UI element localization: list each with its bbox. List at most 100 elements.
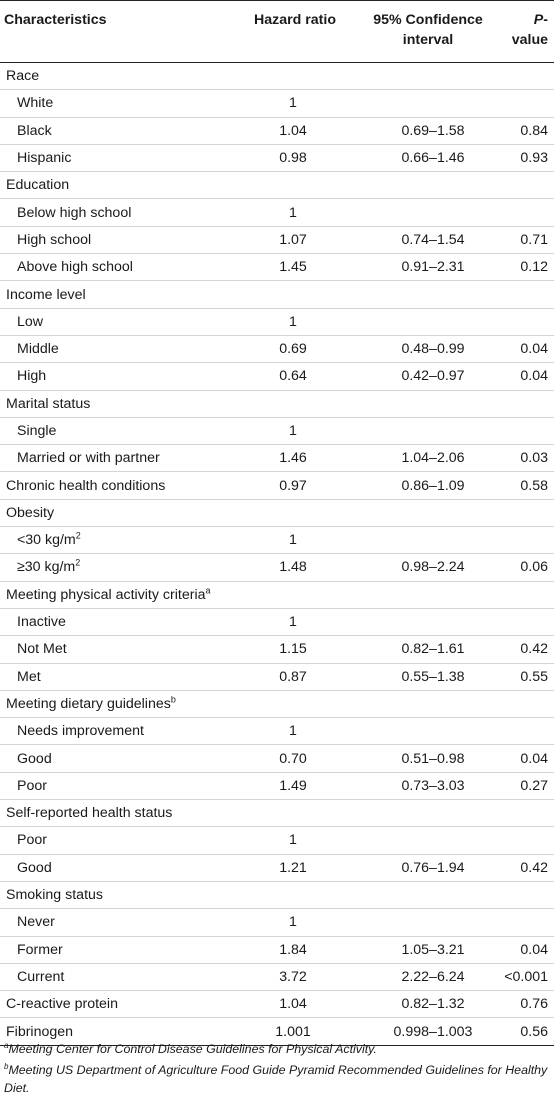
row-label: Married or with partner	[0, 445, 241, 472]
table-row: <30 kg/m2 1	[0, 527, 554, 554]
hazard-ratio-cell: 1.48	[279, 559, 307, 576]
p-value-cell: 0.58	[520, 477, 548, 494]
confidence-interval-cell: 0.51–0.98	[401, 750, 465, 767]
confidence-interval-cell: 0.82–1.32	[401, 996, 465, 1013]
table-row: Education	[0, 172, 554, 199]
confidence-interval-cell: 0.76–1.94	[401, 859, 465, 876]
row-label: Inactive	[0, 608, 241, 635]
table-row: Good 0.70 0.51–0.98 0.04	[0, 745, 554, 773]
table-row: High school 1.07 0.74–1.54 0.71	[0, 226, 554, 254]
confidence-interval-cell: 0.82–1.61	[401, 641, 465, 658]
row-label-text: Below high school	[17, 204, 132, 221]
p-value-cell	[497, 800, 554, 827]
row-label-text: Inactive	[17, 614, 66, 631]
table-row: High 0.64 0.42–0.97 0.04	[0, 363, 554, 391]
table-row: Middle 0.69 0.48–0.99 0.04	[0, 335, 554, 363]
row-label: Middle	[0, 335, 241, 362]
row-label: Marital status	[0, 390, 241, 417]
row-label-superscript: a	[205, 585, 211, 596]
row-label: Low	[0, 308, 241, 335]
hazard-ratio-cell: 1.21	[279, 859, 307, 876]
hazard-ratio-cell: 1	[289, 723, 297, 740]
hazard-ratio-cell: 1.84	[279, 941, 307, 958]
row-label-text: Obesity	[6, 504, 55, 521]
row-label-text: Good	[17, 859, 52, 876]
confidence-interval-cell: 1.04–2.06	[401, 450, 465, 467]
p-value-cell: 0.04	[520, 368, 548, 385]
row-label: Not Met	[0, 636, 241, 663]
table-row: Poor 1.49 0.73–3.03 0.27	[0, 772, 554, 800]
table-row: Obesity	[0, 499, 554, 527]
p-value-cell: 0.55	[520, 668, 548, 685]
row-label-text: Income level	[6, 286, 86, 303]
table-row: Needs improvement 1	[0, 718, 554, 745]
header-p-italic: P	[533, 12, 544, 28]
row-label: C-reactive protein	[0, 991, 241, 1018]
row-label-superscript: 2	[75, 530, 81, 541]
row-label-text: Poor	[17, 777, 47, 794]
p-value-cell: 0.06	[520, 559, 548, 576]
row-label-text: Meeting dietary guidelines	[6, 695, 171, 712]
p-value-cell	[497, 909, 554, 936]
row-label-superscript: b	[170, 694, 176, 705]
hazard-ratio-cell: 1	[289, 204, 297, 221]
confidence-interval-cell: 0.42–0.97	[401, 368, 465, 385]
confidence-interval-cell: 0.55–1.38	[401, 668, 465, 685]
p-value-cell	[497, 827, 554, 854]
header-characteristics: Characteristics	[4, 12, 107, 28]
row-label: Black	[0, 117, 241, 144]
p-value-cell	[497, 581, 554, 608]
row-label-text: Chronic health conditions	[6, 477, 166, 494]
header-confidence-interval: 95% Confidence interval	[373, 12, 483, 48]
table-row: Never 1	[0, 909, 554, 936]
table-row: Black 1.04 0.69–1.58 0.84	[0, 117, 554, 145]
row-label-superscript: 2	[75, 557, 81, 568]
hazard-ratio-cell: 0.87	[279, 668, 307, 685]
hazard-ratio-cell: 1.07	[279, 231, 307, 248]
confidence-interval-cell: 0.91–2.31	[401, 259, 465, 276]
confidence-interval-cell	[359, 281, 497, 308]
hazard-ratio-cell: 1	[289, 614, 297, 631]
hazard-ratio-cell	[241, 881, 359, 908]
p-value-cell: 0.04	[520, 341, 548, 358]
confidence-interval-cell	[359, 63, 497, 90]
row-label: Obesity	[0, 499, 241, 526]
footnote-a-mark: a	[4, 1040, 9, 1050]
table-row: ≥30 kg/m2 1.48 0.98–2.24 0.06	[0, 554, 554, 582]
p-value-cell: 0.27	[520, 777, 548, 794]
hazard-ratio-cell	[241, 281, 359, 308]
row-label: Above high school	[0, 254, 241, 281]
table-header-row: Characteristics Hazard ratio 95% Confide…	[0, 0, 554, 63]
table-row: Below high school 1	[0, 199, 554, 227]
hazard-ratio-cell	[241, 63, 359, 90]
row-label: Hispanic	[0, 144, 241, 171]
row-label-text: Marital status	[6, 395, 91, 412]
row-label-text: High school	[17, 231, 92, 248]
row-label-text: Smoking status	[6, 887, 103, 904]
row-label-text: Above high school	[17, 259, 133, 276]
confidence-interval-cell	[359, 527, 497, 554]
hazard-ratio-cell: 0.97	[279, 477, 307, 494]
hazard-ratio-cell: 1.001	[275, 1023, 311, 1040]
p-value-cell	[497, 881, 554, 908]
table-row: Marital status	[0, 390, 554, 418]
p-value-cell	[497, 417, 554, 444]
hazard-ratio-cell: 0.64	[279, 368, 307, 385]
row-label-text: Low	[17, 313, 44, 330]
p-value-cell: 0.71	[520, 231, 548, 248]
table-row: White 1	[0, 90, 554, 118]
row-label-text: Hispanic	[17, 150, 72, 167]
hazard-ratio-cell: 3.72	[279, 968, 307, 985]
hazard-ratio-cell	[241, 499, 359, 526]
p-value-cell	[497, 608, 554, 635]
p-value-cell	[497, 63, 554, 90]
p-value-cell	[497, 527, 554, 554]
table-row: Single 1	[0, 417, 554, 445]
p-value-cell: <0.001	[504, 968, 548, 985]
confidence-interval-cell	[359, 827, 497, 854]
confidence-interval-cell	[359, 800, 497, 827]
p-value-cell: 0.12	[520, 259, 548, 276]
table-row: Hispanic 0.98 0.66–1.46 0.93	[0, 144, 554, 172]
row-label-text: Fibrinogen	[6, 1023, 74, 1040]
row-label-text: ≥30 kg/m	[17, 559, 76, 576]
